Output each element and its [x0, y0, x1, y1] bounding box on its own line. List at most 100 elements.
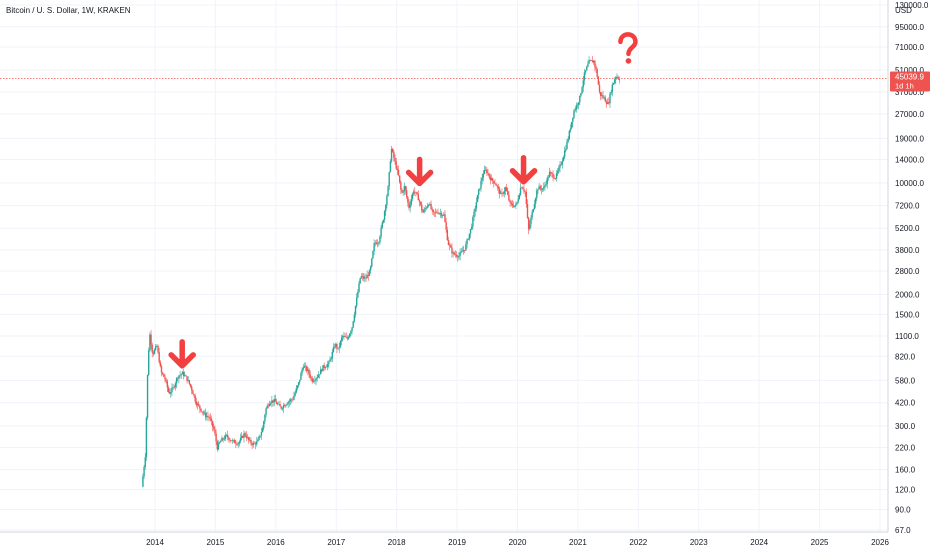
candle-body [543, 186, 545, 189]
candle-body [166, 381, 169, 388]
candle-body [568, 130, 571, 140]
x-tick-label: 2026 [871, 538, 889, 547]
candle-body [471, 226, 473, 229]
candle-body [486, 169, 488, 174]
candle-body [397, 169, 400, 176]
candle-body [259, 435, 261, 437]
candle-body [395, 161, 397, 169]
candle-body [354, 305, 357, 315]
candle-body [448, 244, 451, 246]
candle-body [300, 373, 302, 380]
candle-body [436, 211, 438, 213]
candle-body [473, 211, 475, 218]
candle-body [520, 187, 523, 189]
candle-body [194, 395, 196, 402]
candle-body [570, 121, 573, 129]
candle-body [375, 242, 378, 244]
price-axis[interactable]: 67.0 90.0 120.0 160.0 220.0 300.0 420.0 580.0 82… [895, 1, 929, 535]
candle-body [379, 236, 381, 243]
y-tick-label: 14000.0 [895, 156, 924, 165]
candle-body [445, 222, 447, 230]
candle-body [575, 105, 577, 110]
candle-body [181, 372, 184, 375]
candle-body [221, 438, 223, 441]
candle-body [483, 170, 486, 174]
candle-body [464, 250, 466, 251]
x-tick-label: 2021 [569, 538, 587, 547]
candle-body [157, 345, 159, 353]
candle-body [533, 203, 536, 210]
candle-body [433, 211, 436, 213]
candle-body [182, 372, 185, 376]
candle-body [422, 210, 424, 213]
candle-body [414, 191, 416, 193]
candle-body [175, 378, 178, 384]
candle-body [203, 412, 206, 414]
y-tick-label: 1500.0 [895, 310, 920, 319]
candle-body [587, 63, 589, 67]
candle-body [598, 84, 601, 93]
candle-body [512, 205, 515, 207]
candle-body [223, 439, 225, 440]
candle-body [426, 205, 429, 208]
candle-body [403, 186, 406, 192]
candle-body [511, 203, 514, 206]
candle-body [440, 212, 443, 216]
symbol-title[interactable]: Bitcoin / U. S. Dollar, 1W, KRAKEN [6, 6, 131, 15]
candle-body [144, 457, 146, 467]
candle-body [526, 203, 529, 218]
candle-body [281, 408, 284, 409]
candle-body [289, 399, 292, 402]
candle-body [250, 439, 252, 444]
candle-body [444, 214, 446, 223]
candle-body [561, 161, 564, 165]
candle-body [279, 403, 281, 407]
candle-body [454, 254, 457, 255]
candle-body [297, 382, 300, 386]
candle-body [210, 418, 213, 422]
candle-body [220, 440, 222, 443]
candle-body [498, 188, 501, 194]
arrow-down-icon [168, 339, 196, 369]
x-tick-label: 2015 [207, 538, 225, 547]
candle-body [208, 416, 210, 418]
candle-body [304, 366, 307, 367]
candle-body [191, 386, 193, 391]
candle-body [299, 379, 301, 383]
candle-body [276, 403, 279, 405]
candle-body [350, 331, 352, 334]
candle-body [202, 412, 205, 414]
candle-body [373, 243, 375, 252]
candle-body [286, 404, 288, 405]
candle-body [393, 151, 395, 158]
candle-body [390, 148, 393, 162]
candle-body [510, 202, 512, 204]
x-tick-label: 2023 [690, 538, 708, 547]
candle-body [288, 401, 291, 403]
candle-body [502, 193, 504, 194]
candle-body [509, 200, 511, 203]
candle-body [238, 441, 241, 444]
candle-body [153, 349, 156, 354]
candle-body [455, 254, 458, 257]
candle-body [496, 185, 498, 187]
candle-body [439, 212, 442, 214]
candle-body [366, 275, 368, 279]
candle-body [290, 399, 293, 401]
candle-body [150, 334, 152, 345]
candle-body [278, 403, 280, 405]
y-tick-label: 71000.0 [895, 43, 924, 52]
time-axis[interactable]: 2014 2015 2016 2017 2018 2019 2020 2021 2022 2023… [146, 538, 889, 547]
candle-body [385, 205, 387, 212]
candle-body [425, 207, 428, 209]
candle-body [545, 184, 547, 186]
candle-body [322, 365, 324, 372]
y-tick-label: 820.0 [895, 352, 916, 361]
y-tick-label: 37000.0 [895, 88, 924, 97]
candle-body [423, 209, 425, 213]
candle-body [417, 194, 419, 201]
candle-body [574, 109, 576, 111]
candle-body [163, 374, 165, 377]
arrow-down-icon [405, 156, 434, 187]
